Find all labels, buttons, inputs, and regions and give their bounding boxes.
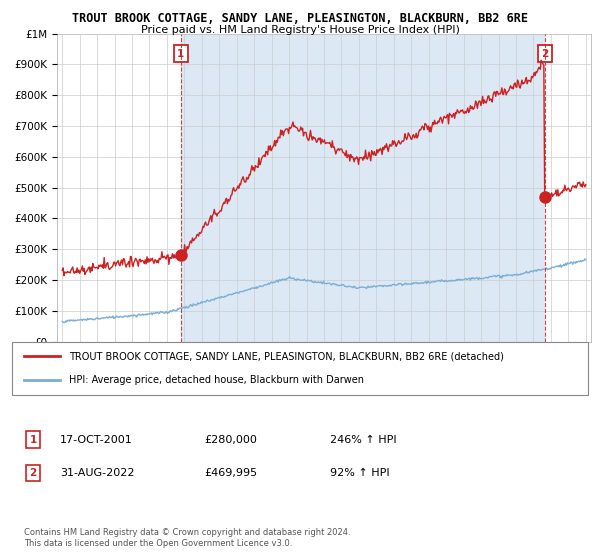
Text: TROUT BROOK COTTAGE, SANDY LANE, PLEASINGTON, BLACKBURN, BB2 6RE (detached): TROUT BROOK COTTAGE, SANDY LANE, PLEASIN…: [69, 352, 504, 362]
Text: 92% ↑ HPI: 92% ↑ HPI: [330, 468, 389, 478]
Text: 17-OCT-2001: 17-OCT-2001: [60, 435, 133, 445]
Text: £280,000: £280,000: [204, 435, 257, 445]
Bar: [181, 34, 545, 342]
Text: 31-AUG-2022: 31-AUG-2022: [60, 468, 134, 478]
Text: 246% ↑ HPI: 246% ↑ HPI: [330, 435, 397, 445]
Text: 2: 2: [29, 468, 37, 478]
Text: TROUT BROOK COTTAGE, SANDY LANE, PLEASINGTON, BLACKBURN, BB2 6RE: TROUT BROOK COTTAGE, SANDY LANE, PLEASIN…: [72, 12, 528, 25]
Text: Contains HM Land Registry data © Crown copyright and database right 2024.
This d: Contains HM Land Registry data © Crown c…: [24, 528, 350, 548]
Text: 2: 2: [541, 49, 549, 59]
Text: 1: 1: [29, 435, 37, 445]
Text: £469,995: £469,995: [204, 468, 257, 478]
Text: HPI: Average price, detached house, Blackburn with Darwen: HPI: Average price, detached house, Blac…: [69, 375, 364, 385]
Text: 1: 1: [177, 49, 185, 59]
Text: Price paid vs. HM Land Registry's House Price Index (HPI): Price paid vs. HM Land Registry's House …: [140, 25, 460, 35]
